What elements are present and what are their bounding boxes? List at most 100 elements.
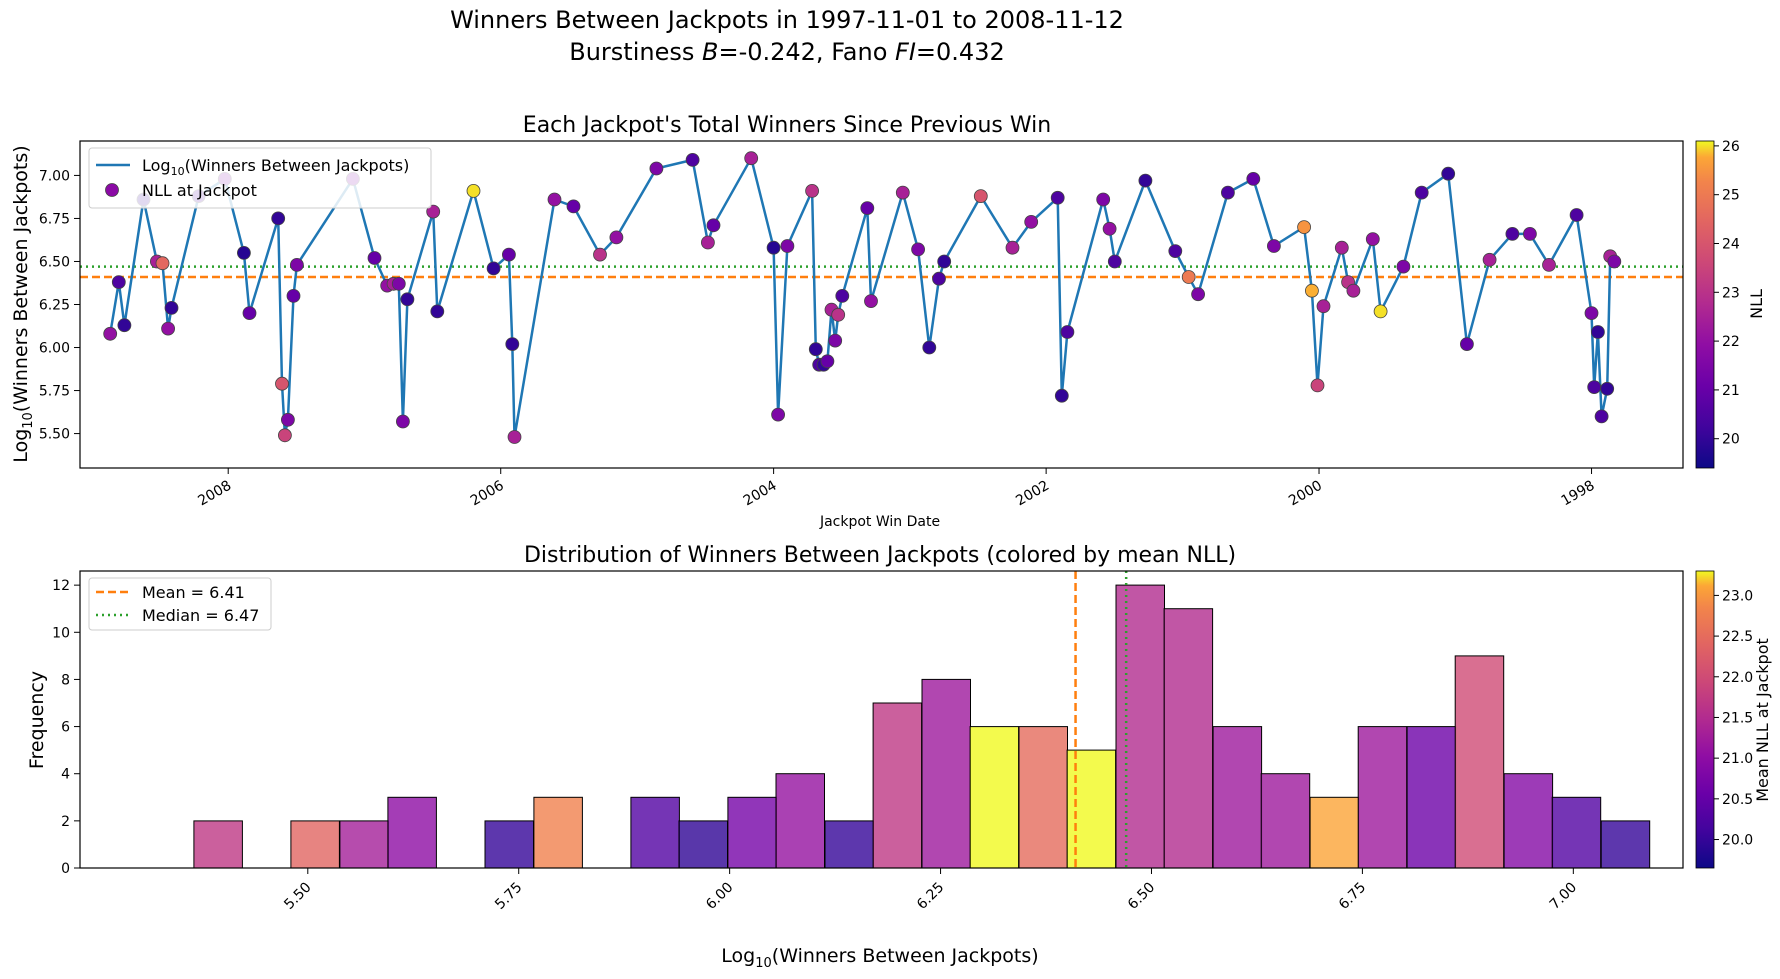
bottom-colorbar: 20.0 20.5 21.0 21.5 22.0 22.5 23.0 Mean NLL at…: [1695, 570, 1772, 869]
top-x-tick-label: 2004: [741, 478, 780, 510]
top-point: [1482, 252, 1497, 267]
top-chart-x-label: Jackpot Win Date: [819, 514, 940, 530]
top-point: [922, 340, 937, 355]
bottom-y-tick-label: 0: [61, 861, 70, 877]
top-point: [426, 204, 441, 219]
bottom-legend-median-label: Median = 6.47: [142, 606, 259, 625]
top-point: [1523, 226, 1537, 241]
top-point: [1584, 306, 1599, 321]
top-point: [103, 326, 118, 341]
top-point: [831, 307, 846, 322]
bottom-legend: Mean = 6.41 Median = 6.47: [88, 577, 272, 631]
bottom-colorbar-label: Mean NLL at Jackpot: [1753, 638, 1772, 802]
top-point: [1168, 244, 1183, 259]
suptitle-fi-value: =0.432: [916, 38, 1005, 66]
top-point: [808, 342, 823, 357]
top-point: [1587, 380, 1602, 395]
top-chart-y-label-post: (Winners Between Jackpots): [10, 145, 32, 412]
top-point: [1441, 166, 1456, 181]
histogram-bar: [775, 773, 825, 869]
bottom-chart-frame: [79, 570, 1684, 869]
top-colorbar-ticks: 20 21 22 23 24 25 26: [1714, 139, 1740, 448]
top-point: [1591, 325, 1605, 339]
top-point: [466, 183, 481, 198]
histogram-bar: [387, 796, 437, 869]
top-y-tick-label: 5.75: [39, 384, 70, 400]
top-point: [1310, 378, 1325, 393]
top-point: [1594, 409, 1609, 424]
bottom-y-tick-label: 12: [52, 578, 70, 594]
top-colorbar-tick-label: 23: [1722, 285, 1740, 301]
histogram-bar: [193, 820, 243, 869]
top-point: [275, 376, 289, 391]
bottom-y-tick-label: 2: [61, 814, 70, 830]
top-point: [161, 321, 176, 336]
bottom-chart-x-label-pre: Log: [721, 945, 755, 967]
suptitle-fi-symbol: FI: [895, 38, 916, 66]
top-colorbar-tick-label: 26: [1722, 139, 1740, 155]
bottom-chart-marks: [193, 571, 1651, 869]
top-point: [277, 428, 292, 443]
top-point: [1060, 325, 1075, 339]
top-point: [280, 412, 295, 427]
top-point: [609, 230, 624, 245]
top-point: [501, 247, 516, 262]
top-point: [771, 407, 785, 422]
top-colorbar-tick-label: 21: [1722, 383, 1740, 399]
histogram-bar: [1260, 773, 1311, 869]
top-point: [155, 256, 170, 271]
bottom-x-tick-label: 7.00: [1547, 880, 1580, 913]
top-legend-scatter-swatch: [105, 183, 119, 197]
top-point: [1050, 190, 1065, 205]
histogram-bar: [1357, 726, 1408, 869]
top-y-tick-label: 6.50: [39, 254, 70, 270]
top-point: [1373, 304, 1388, 319]
top-colorbar-tick-label: 20: [1722, 432, 1740, 448]
histogram-bar: [1551, 796, 1602, 869]
top-point: [1054, 388, 1069, 403]
top-colorbar-bar: [1695, 140, 1715, 469]
top-point: [1316, 299, 1331, 314]
top-point: [744, 151, 759, 166]
top-point: [507, 430, 522, 444]
top-point: [400, 292, 415, 307]
top-point: [1305, 283, 1319, 298]
histogram-bar: [1503, 773, 1554, 869]
histogram-bar: [1212, 726, 1263, 869]
top-point: [391, 276, 406, 291]
histogram-bar: [824, 820, 874, 869]
histogram-bar: [1309, 796, 1360, 869]
top-colorbar-tick-label: 24: [1722, 236, 1740, 252]
bottom-y-tick-label: 8: [61, 672, 70, 688]
top-point: [1221, 185, 1235, 200]
top-point: [111, 275, 126, 290]
bottom-y-tick-label: 4: [61, 767, 70, 783]
top-point: [864, 294, 878, 309]
top-point: [547, 192, 562, 207]
top-x-tick-label: 1998: [1559, 478, 1598, 510]
bottom-x-tick-label: 6.25: [914, 880, 947, 913]
top-legend-box: [88, 147, 432, 209]
bottom-chart-x-label-post: (Winners Between Jackpots): [772, 945, 1039, 967]
top-point: [286, 288, 301, 303]
bottom-x-tick-label: 6.50: [1125, 880, 1158, 913]
histogram-bar: [969, 726, 1020, 869]
top-chart-marks: [80, 151, 1683, 444]
bottom-colorbar-tick-label: 23.0: [1722, 588, 1753, 604]
top-x-tick-label: 2008: [195, 478, 234, 510]
top-point: [1414, 185, 1429, 200]
histogram-bar: [290, 820, 340, 869]
top-point: [593, 247, 607, 262]
top-point: [835, 288, 850, 303]
histogram-bar: [1454, 655, 1505, 869]
top-y-tick-label: 7.00: [39, 168, 70, 184]
top-y-tick-label: 6.00: [39, 341, 70, 357]
top-point: [1542, 257, 1556, 272]
bottom-chart-y-ticks: 0 2 4 6 8 10 12: [52, 578, 80, 877]
top-point: [1607, 254, 1622, 269]
histogram-bar: [727, 796, 777, 869]
top-point: [860, 201, 875, 216]
bottom-colorbar-bar: [1695, 570, 1715, 869]
top-colorbar-tick-label: 25: [1722, 188, 1740, 204]
top-point: [1334, 240, 1349, 255]
